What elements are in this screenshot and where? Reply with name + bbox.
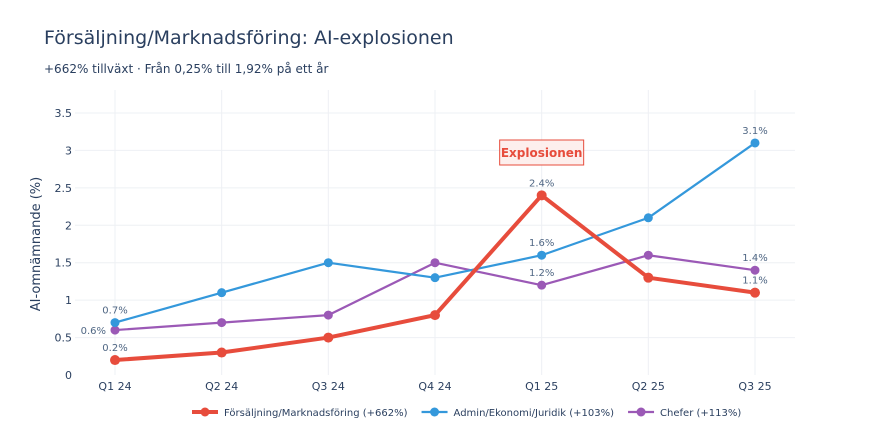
chart-title: Försäljning/Marknadsföring: AI-explosion… [44,27,454,49]
data-point [750,287,760,298]
data-label: 1.4% [742,253,767,264]
data-point [430,258,440,268]
x-tick-label: Q4 24 [418,380,451,393]
y-tick-label: 3.5 [55,107,73,120]
data-point [750,265,760,275]
y-tick-label: 2 [65,219,72,232]
data-point [643,272,654,283]
data-point [643,213,653,223]
data-label: 3.1% [742,126,767,137]
data-point [430,310,440,321]
data-label: 2.4% [529,178,554,189]
data-point [217,288,227,298]
annotation-box [499,139,585,166]
data-label: 1.1% [742,276,767,287]
data-point [537,250,547,260]
data-point [750,138,760,148]
data-point [537,280,547,290]
data-point [110,355,120,366]
x-tick-label: Q2 25 [632,380,665,393]
y-tick-label: 0.5 [55,332,73,345]
x-tick-label: Q2 24 [205,380,238,393]
chart-subtitle: +662% tillväxt · Från 0,25% till 1,92% p… [44,62,329,76]
annotation-text: Explosionen [501,146,583,160]
y-tick-label: 0 [65,369,72,382]
y-tick-label: 2.5 [55,182,73,195]
data-label: 1.6% [529,238,554,249]
data-point [643,250,653,260]
data-point [536,190,547,201]
data-label: 0.7% [102,306,127,317]
data-label: 0.6% [81,326,106,337]
y-tick-label: 1 [65,294,72,307]
legend-label: Chefer (+113%) [660,408,741,419]
data-point [217,318,227,328]
data-label: 1.2% [529,268,554,279]
data-point [110,318,120,328]
x-tick-label: Q3 24 [312,380,345,393]
data-point [323,310,333,320]
y-tick-label: 3 [65,144,72,157]
data-point [216,347,227,358]
x-tick-label: Q1 25 [525,380,558,393]
legend-marker [430,407,440,417]
data-label: 0.2% [102,343,127,354]
data-point [110,325,120,335]
legend-label: Admin/Ekonomi/Juridik (+103%) [454,408,615,419]
x-tick-label: Q1 24 [98,380,131,393]
data-point [430,273,440,283]
data-point [323,258,333,268]
x-tick-label: Q3 25 [738,380,771,393]
y-axis-title: AI-omnämnande (%) [29,177,44,311]
legend-marker [200,407,210,417]
legend-marker [636,407,646,417]
legend-label: Försäljning/Marknadsföring (+662%) [224,408,408,419]
y-tick-label: 1.5 [55,257,73,270]
data-point [323,332,334,343]
